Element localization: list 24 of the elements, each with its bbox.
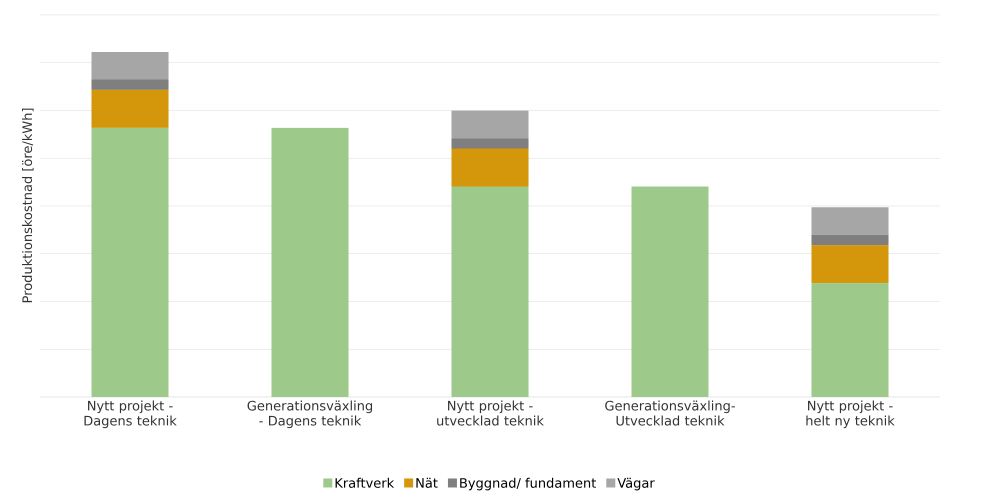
x-tick-label: Nytt projekt - Dagens teknik [84, 400, 177, 428]
bar [811, 234, 889, 246]
legend-label: Kraftverk [336, 478, 394, 488]
bar [631, 186, 709, 397]
y-axis-title: Produktionskostnad [öre/kWh] [22, 108, 34, 302]
legend-label: Vägar [617, 478, 655, 490]
bar [451, 138, 529, 149]
x-tick-label: Nytt projekt - helt ny teknik [806, 400, 895, 428]
x-tick-label: Generationsväxling - Dagens teknik [248, 400, 372, 428]
bar [451, 148, 529, 187]
bar [811, 207, 889, 235]
legend-label: Nät [416, 478, 438, 488]
bar [451, 186, 529, 397]
bar [451, 110, 529, 138]
x-tick-label: Nytt projekt -utvecklad teknik [437, 400, 544, 426]
bar [811, 283, 889, 397]
bar [91, 80, 169, 90]
bar [91, 90, 169, 128]
x-tick-label: Generationsväxling- Utvecklad teknik [605, 400, 735, 426]
bar [91, 52, 169, 80]
legend-label: Byggnad/ fundament [460, 478, 596, 490]
bar [91, 128, 169, 397]
bar [811, 245, 889, 284]
bar [271, 128, 349, 397]
